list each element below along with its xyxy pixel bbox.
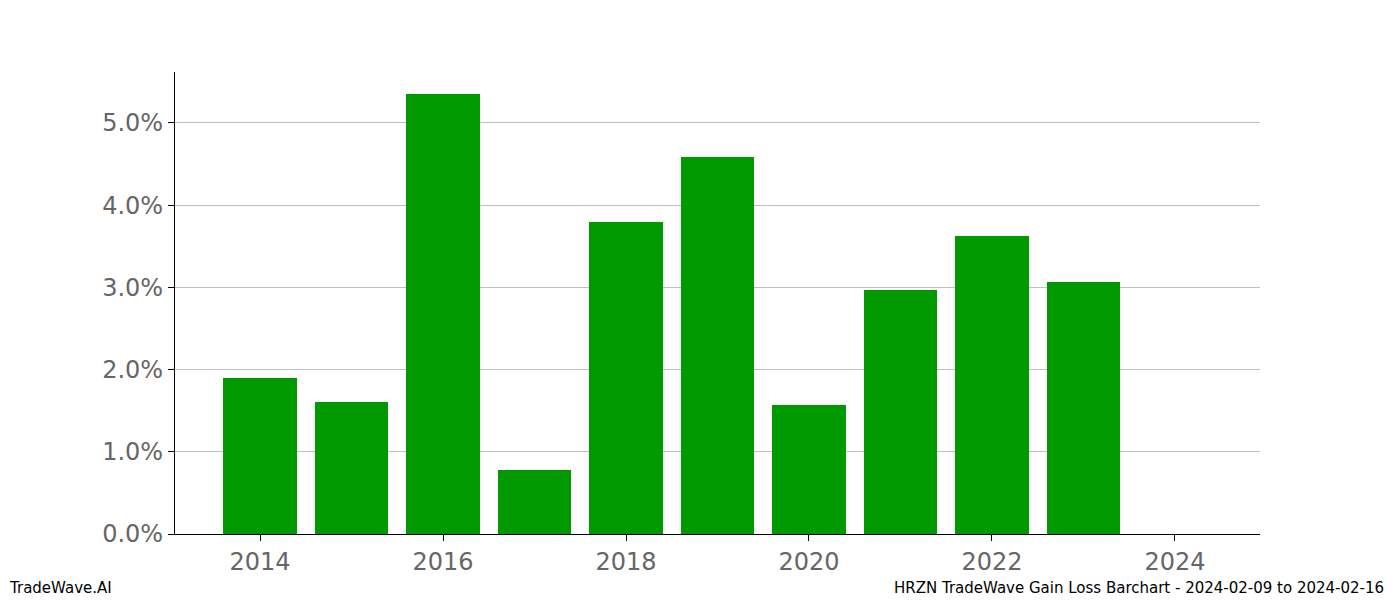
svg-text:3.0%: 3.0% bbox=[102, 274, 163, 302]
svg-text:2.0%: 2.0% bbox=[102, 356, 163, 384]
svg-text:2014: 2014 bbox=[230, 548, 291, 576]
svg-text:2016: 2016 bbox=[413, 548, 474, 576]
svg-text:2020: 2020 bbox=[778, 548, 839, 576]
svg-text:2024: 2024 bbox=[1144, 548, 1205, 576]
svg-text:1.0%: 1.0% bbox=[102, 438, 163, 466]
svg-text:5.0%: 5.0% bbox=[102, 109, 163, 137]
svg-text:2018: 2018 bbox=[595, 548, 656, 576]
svg-text:HRZN TradeWave Gain Loss Barch: HRZN TradeWave Gain Loss Barchart - 2024… bbox=[894, 579, 1384, 597]
svg-text:4.0%: 4.0% bbox=[102, 192, 163, 220]
svg-text:TradeWave.AI: TradeWave.AI bbox=[9, 579, 112, 597]
svg-text:0.0%: 0.0% bbox=[102, 520, 163, 548]
svg-text:2022: 2022 bbox=[961, 548, 1022, 576]
